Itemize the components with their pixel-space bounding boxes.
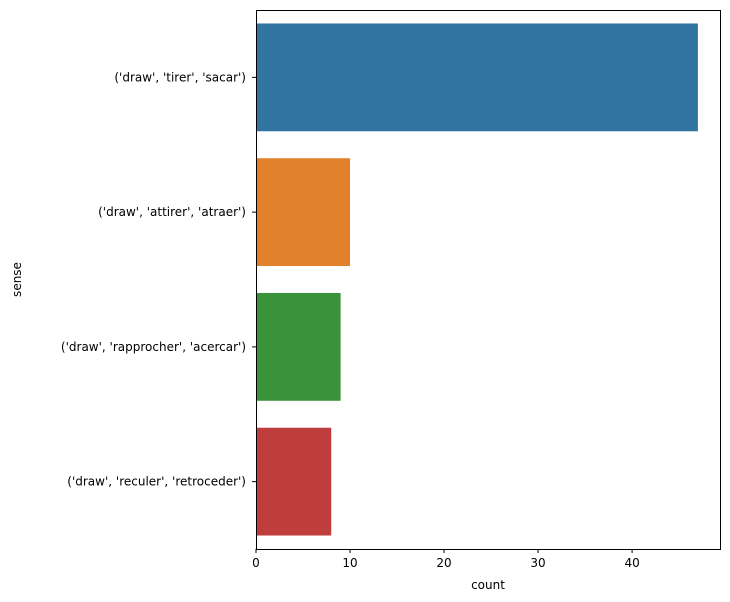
- y-tick-label: ('draw', 'attirer', 'atraer'): [98, 205, 246, 219]
- x-tick-label: 20: [436, 556, 451, 570]
- plot-frame: [256, 10, 721, 550]
- y-axis-label: sense: [10, 262, 24, 297]
- x-axis-ticks: 0 10 20 30 40: [252, 549, 640, 570]
- x-tick-label: 40: [624, 556, 639, 570]
- y-tick-label: ('draw', 'reculer', 'retroceder'): [67, 475, 246, 489]
- bar-1: [256, 158, 351, 267]
- y-tick-label: ('draw', 'tirer', 'sacar'): [114, 70, 246, 84]
- x-tick-label: 0: [252, 556, 260, 570]
- x-tick-label: 30: [530, 556, 545, 570]
- y-axis-ticks: ('draw', 'tirer', 'sacar') ('draw', 'atti…: [61, 70, 256, 489]
- x-tick-label: 10: [342, 556, 357, 570]
- x-axis-label: count: [471, 578, 505, 592]
- y-tick-label: ('draw', 'rapprocher', 'acercar'): [61, 340, 246, 354]
- bar-3: [256, 427, 332, 536]
- bar-2: [256, 292, 341, 401]
- bars: [256, 23, 698, 536]
- bar-0: [256, 23, 698, 132]
